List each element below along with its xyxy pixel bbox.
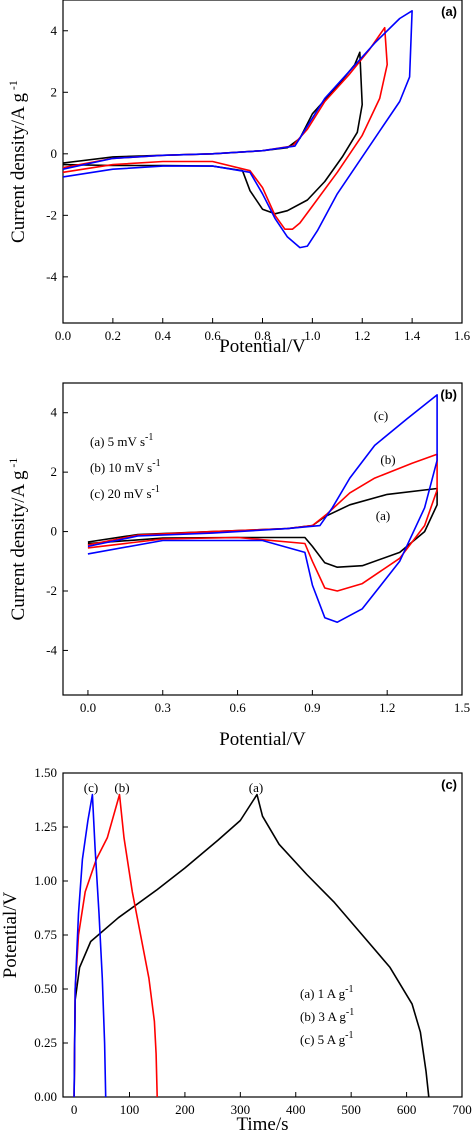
y-tick-label: 1.00: [34, 873, 57, 888]
y-tick-label: 2: [51, 464, 58, 479]
legend-entry: (c) 20 mV s-1: [90, 484, 160, 501]
y-tick-label: 0.75: [34, 927, 57, 942]
x-tick-label: 0.0: [80, 700, 96, 715]
series-line-1: [62, 51, 363, 215]
x-tick-label: 1.5: [454, 700, 470, 715]
x-axis-label: Potential/V: [219, 336, 306, 357]
x-tick-label: 1.6: [454, 328, 471, 343]
chart-panel-1: 0.0 0.2 0.4 0.6 0.8 1.0 1.2 1.4 1.6 -4 -2 0 2 4 Potent…: [6, 0, 471, 357]
x-tick-label: 400: [286, 1102, 306, 1117]
curve-annotation: (c): [374, 408, 388, 423]
x-axis-label: Potential/V: [219, 729, 306, 750]
y-axis-label: Current density/A g -1: [6, 458, 29, 621]
plot-frame: [62, 0, 463, 324]
x-tick-label: 0: [71, 1102, 78, 1117]
legend-entry: (b) 10 mV s-1: [90, 458, 161, 475]
y-axis-label-text: Current density/A g: [8, 93, 29, 243]
legend-entry-label: (c) 20 mV s: [90, 486, 152, 501]
x-tick-label: 300: [231, 1102, 251, 1117]
series-line-3: [87, 394, 438, 623]
x-tick-label: 1.2: [379, 700, 395, 715]
x-tick-label: 0.2: [105, 328, 121, 343]
x-tick-label: 1.2: [354, 328, 370, 343]
legend-entry: (a) 5 mV s-1: [90, 432, 153, 449]
x-tick-label: 0.4: [155, 328, 172, 343]
legend-entry-label: (a) 5 mV s: [90, 434, 145, 449]
legend-entry-label: (b) 10 mV s: [90, 460, 152, 475]
legend-entry-sup: -1: [152, 458, 160, 469]
y-tick-label: 4: [51, 23, 58, 38]
y-tick-label: 0.00: [34, 1089, 57, 1104]
y-tick-label: 4: [51, 405, 58, 420]
y-tick-label: 0: [51, 524, 58, 539]
x-tick-label: 0.6: [205, 328, 222, 343]
x-tick-label: 0.9: [304, 700, 320, 715]
curve-annotation: (a): [249, 780, 263, 795]
legend-entry: (b) 3 A g-1: [300, 1007, 354, 1024]
legend-entry-sup: -1: [152, 484, 160, 495]
y-tick-label: 0.50: [34, 981, 57, 996]
series-line-3: [73, 793, 107, 1098]
y-tick-label: 2: [51, 84, 58, 99]
x-tick-label: 0.8: [254, 328, 270, 343]
x-tick-label: 100: [120, 1102, 140, 1117]
y-tick-label: -4: [46, 642, 57, 657]
chart-panel-2: 0.0 0.3 0.6 0.9 1.2 1.5 -4 -2 0 2 4 Potential/V Curr…: [6, 382, 470, 750]
y-tick-label: 1.50: [34, 765, 57, 780]
y-axis-label: Potential/V: [0, 891, 21, 978]
x-tick-label: 1.0: [304, 328, 320, 343]
y-axis-label-sup: -1: [6, 80, 20, 93]
legend-entry-label: (c) 5 A g: [300, 1032, 346, 1047]
x-tick-label: 0.3: [155, 700, 171, 715]
legend: (a) 1 A g-1(b) 3 A g-1(c) 5 A g-1: [300, 984, 354, 1047]
panel-label: (b): [440, 387, 457, 402]
legend-entry-label: (b) 3 A g: [300, 1009, 346, 1024]
x-tick-label: 500: [341, 1102, 361, 1117]
x-tick-label: 600: [397, 1102, 417, 1117]
x-tick-label: 1.4: [404, 328, 421, 343]
y-axis-label-sup: -1: [6, 458, 20, 471]
y-tick-label: -2: [46, 583, 57, 598]
y-tick-label: -4: [46, 269, 57, 284]
legend-entry-sup: -1: [145, 432, 153, 443]
y-axis-label-text: Potential/V: [0, 891, 21, 978]
plot-frame: [62, 382, 463, 696]
legend-entry-sup: -1: [346, 1007, 354, 1018]
curve-annotation: (c): [84, 780, 98, 795]
curve-annotation: (b): [380, 452, 395, 467]
legend-entry-sup: -1: [345, 1030, 353, 1041]
series-line-2: [62, 26, 388, 230]
legend-entry-label: (a) 1 A g: [300, 986, 346, 1001]
x-axis-label: Time/s: [236, 1114, 288, 1133]
panel-label: (a): [441, 4, 457, 19]
x-tick-label: 0.0: [55, 328, 71, 343]
series-line-3: [62, 10, 413, 249]
x-tick-label: 0.6: [229, 700, 246, 715]
y-tick-label: 0: [51, 146, 58, 161]
y-axis-label: Current density/A g -1: [6, 80, 29, 243]
legend-entry-sup: -1: [345, 984, 353, 995]
series-line-2: [73, 793, 158, 1098]
y-tick-label: -2: [46, 207, 57, 222]
y-tick-label: 1.25: [34, 819, 57, 834]
legend-entry: (a) 1 A g-1: [300, 984, 353, 1001]
series-line-1: [73, 793, 430, 1098]
panel-label: (c): [441, 777, 457, 792]
curve-annotation: (b): [114, 780, 129, 795]
x-tick-label: 200: [175, 1102, 195, 1117]
chart-panel-3: 0 100 200 300 400 500 600 700 0.00 0.25 0.50 0.75 1.…: [0, 765, 472, 1133]
legend: (a) 5 mV s-1(b) 10 mV s-1(c) 20 mV s-1: [90, 432, 161, 501]
y-tick-label: 0.25: [34, 1035, 57, 1050]
curve-annotation: (a): [376, 508, 390, 523]
legend-entry: (c) 5 A g-1: [300, 1030, 353, 1047]
y-axis-label-text: Current density/A g: [8, 470, 29, 620]
x-tick-label: 700: [452, 1102, 472, 1117]
